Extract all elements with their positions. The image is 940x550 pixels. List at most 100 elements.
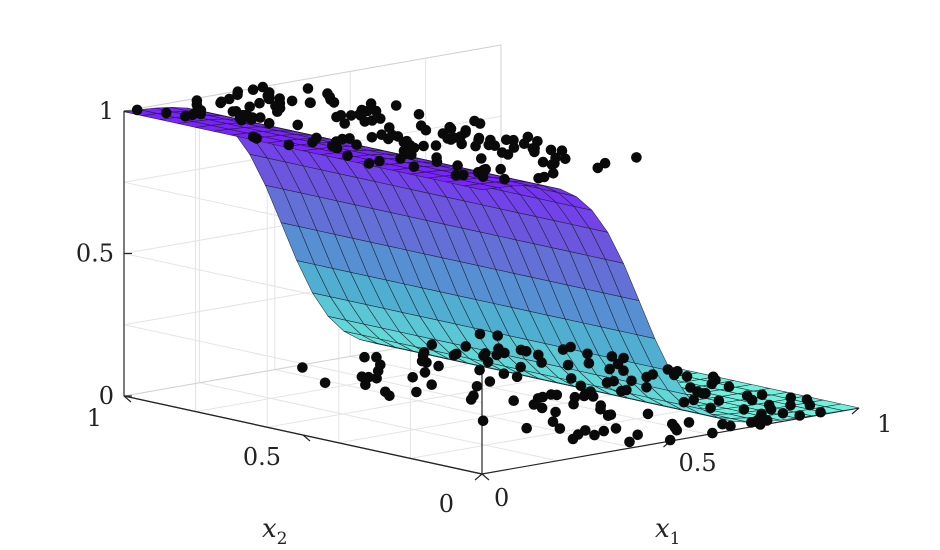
scatter-point <box>491 349 503 361</box>
scatter-point <box>761 415 773 426</box>
x2-tick-label: 1 <box>87 404 102 432</box>
scatter-point <box>180 111 191 122</box>
grid-line <box>199 382 558 462</box>
scatter-point <box>550 406 561 418</box>
scatter-point <box>529 142 540 154</box>
scatter-point <box>508 142 520 153</box>
scatter-point <box>604 363 615 375</box>
scatter-point <box>567 433 579 445</box>
z-tick-label: 0 <box>99 382 114 410</box>
x1-tick-mark <box>474 473 483 481</box>
scatter-point <box>232 89 243 101</box>
scatter-point <box>375 359 386 371</box>
scatter-point <box>515 361 526 373</box>
x1-axis-label: x1 <box>655 514 681 549</box>
scatter-point <box>131 104 143 116</box>
scatter-point <box>692 386 703 397</box>
scatter-point <box>785 400 796 411</box>
scatter-point <box>375 113 386 124</box>
scatter-point <box>408 161 420 172</box>
scatter-point <box>681 371 693 382</box>
scatter-point <box>254 112 266 123</box>
label-layer: x2 x1 <box>262 514 681 549</box>
scatter-point <box>359 351 370 363</box>
scatter-point <box>688 394 699 406</box>
scatter-point <box>583 358 595 369</box>
scatter-point <box>331 111 342 123</box>
scatter-point <box>263 118 275 129</box>
scatter-point <box>667 418 678 430</box>
scatter-point <box>363 158 375 169</box>
scatter-point <box>305 97 316 109</box>
scatter-point <box>545 144 557 156</box>
scatter-point <box>518 138 530 149</box>
scatter-point <box>326 140 338 152</box>
scatter-point <box>160 107 172 119</box>
surface-facet <box>825 403 860 411</box>
scatter-point <box>706 378 718 390</box>
scatter-point <box>508 395 519 407</box>
scatter-point <box>556 145 568 156</box>
scatter-point <box>794 410 805 421</box>
scatter-point <box>565 373 577 384</box>
scatter-point <box>274 102 286 114</box>
scatter-point <box>366 132 378 143</box>
scatter-point <box>641 371 652 383</box>
scatter-point <box>362 105 373 117</box>
scatter-point <box>511 371 523 383</box>
scatter-point <box>626 375 637 387</box>
scatter-point <box>431 156 443 168</box>
x2-tick-label: 0 <box>439 490 454 518</box>
scatter-point <box>741 390 753 402</box>
scatter-point <box>528 399 540 410</box>
scatter-point <box>469 115 480 127</box>
z-tick-label: 0.5 <box>76 240 114 268</box>
scatter-point <box>380 386 391 398</box>
scatter-point <box>474 328 486 340</box>
scatter-point <box>307 137 318 148</box>
scatter-layer <box>131 81 826 448</box>
x1-tick-mark <box>851 407 860 415</box>
scatter-point <box>302 83 314 94</box>
scatter-point <box>707 427 718 439</box>
scatter-point <box>575 380 587 392</box>
scatter-point <box>374 155 385 167</box>
scatter-point <box>401 135 413 147</box>
scatter-point <box>339 118 351 129</box>
scatter-point <box>484 376 496 387</box>
scatter-point <box>292 119 304 131</box>
scatter-point <box>456 138 468 150</box>
scatter-point <box>560 153 571 165</box>
scatter-point <box>501 134 512 146</box>
scatter-point <box>546 159 558 170</box>
scatter-point <box>589 429 600 441</box>
scatter-point <box>430 140 442 151</box>
scatter-point <box>700 388 711 399</box>
scatter-point <box>678 396 690 408</box>
scatter-point <box>725 420 736 432</box>
scatter-point <box>601 377 613 389</box>
scatter-point <box>598 425 610 437</box>
scatter-point <box>411 386 422 398</box>
scatter-point <box>477 171 489 183</box>
scatter-point <box>801 394 813 405</box>
scatter-point <box>624 436 635 448</box>
scatter-point <box>587 391 599 402</box>
scatter-point <box>274 93 286 104</box>
scatter-point <box>610 423 622 434</box>
scatter-point <box>426 339 438 351</box>
scatter-point <box>489 140 501 151</box>
scatter-point <box>547 416 559 428</box>
scatter-point <box>756 389 768 401</box>
scatter-point <box>383 133 394 145</box>
scatter-point <box>662 364 674 375</box>
scatter-point <box>401 148 412 159</box>
scatter-point <box>419 367 431 378</box>
scatter-point <box>499 173 510 185</box>
surface-layer <box>123 106 860 423</box>
scatter-point <box>479 348 491 359</box>
scatter-point <box>413 109 425 120</box>
scatter-point <box>366 115 378 126</box>
scatter-point <box>224 93 235 105</box>
